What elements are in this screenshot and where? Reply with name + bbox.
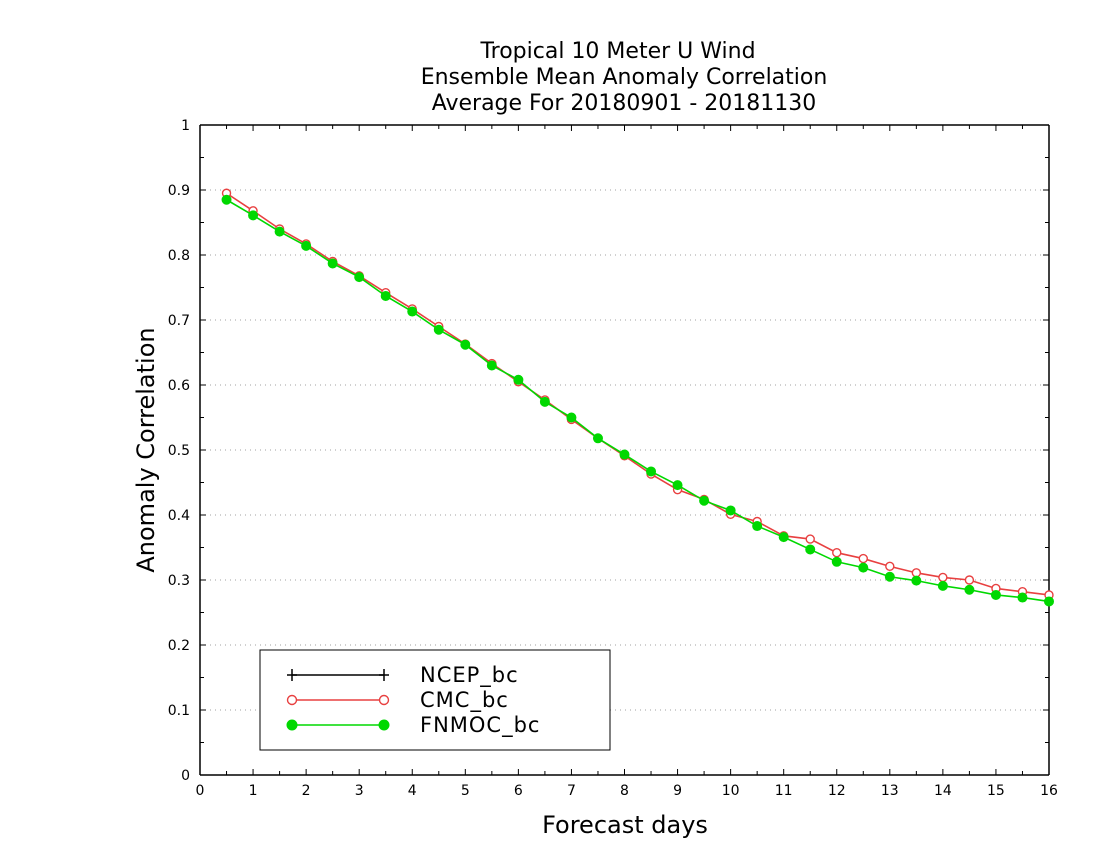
y-tick-label: 1 bbox=[181, 118, 190, 134]
legend-marker-NCEP_bc bbox=[287, 669, 297, 681]
x-axis-label: Forecast days bbox=[542, 811, 708, 839]
data-point-FNMOC_bc bbox=[805, 544, 816, 555]
x-tick-label: 2 bbox=[302, 783, 311, 799]
data-point-CMC_bc bbox=[964, 575, 975, 585]
legend-marker-FNMOC_bc bbox=[378, 719, 390, 731]
data-point-FNMOC_bc bbox=[646, 466, 657, 477]
y-tick-label: 0.5 bbox=[168, 443, 190, 459]
x-tick-label: 9 bbox=[673, 783, 682, 799]
data-point-CMC_bc bbox=[832, 548, 842, 558]
x-tick-label: 7 bbox=[567, 783, 576, 799]
data-point-FNMOC_bc bbox=[327, 258, 338, 269]
data-point-FNMOC_bc bbox=[964, 584, 975, 595]
x-tick-label: 0 bbox=[196, 783, 205, 799]
legend-marker-NCEP_bc bbox=[379, 669, 389, 681]
x-tick-label: 16 bbox=[1040, 783, 1058, 799]
y-tick-label: 0.6 bbox=[168, 378, 190, 394]
data-point-FNMOC_bc bbox=[592, 433, 603, 444]
data-point-FNMOC_bc bbox=[513, 374, 524, 385]
data-point-FNMOC_bc bbox=[407, 306, 418, 317]
data-point-FNMOC_bc bbox=[248, 210, 259, 221]
legend-entry-FNMOC_bc: FNMOC_bc bbox=[286, 713, 540, 738]
data-point-FNMOC_bc bbox=[990, 589, 1001, 600]
data-point-FNMOC_bc bbox=[380, 290, 391, 301]
chart-title: Tropical 10 Meter U Wind Ensemble Mean A… bbox=[421, 39, 828, 116]
data-point-CMC_bc bbox=[858, 553, 868, 564]
y-tick-label: 0.9 bbox=[168, 183, 190, 199]
data-point-FNMOC_bc bbox=[221, 194, 232, 205]
legend-entry-CMC_bc: CMC_bc bbox=[286, 688, 509, 713]
x-tick-label: 11 bbox=[775, 783, 793, 799]
y-tick-label: 0.2 bbox=[168, 638, 190, 654]
legend-marker-CMC_bc bbox=[378, 694, 390, 706]
y-tick-label: 0.4 bbox=[168, 508, 190, 524]
chart-title-line-1: Tropical 10 Meter U Wind bbox=[479, 39, 755, 64]
data-point-FNMOC_bc bbox=[619, 449, 630, 460]
series bbox=[221, 188, 1054, 607]
y-tick-label: 0.1 bbox=[168, 703, 190, 719]
data-point-FNMOC_bc bbox=[1017, 592, 1028, 603]
chart-title-line-2: Ensemble Mean Anomaly Correlation bbox=[421, 65, 828, 90]
x-tick-label: 13 bbox=[881, 783, 899, 799]
data-point-FNMOC_bc bbox=[301, 240, 312, 251]
y-tick-label: 0.8 bbox=[168, 248, 190, 264]
data-point-FNMOC_bc bbox=[274, 226, 285, 237]
x-tick-label: 6 bbox=[514, 783, 523, 799]
data-point-FNMOC_bc bbox=[486, 360, 497, 371]
data-point-FNMOC_bc bbox=[354, 272, 365, 283]
x-tick-label: 14 bbox=[934, 783, 952, 799]
x-tick-label: 8 bbox=[620, 783, 629, 799]
x-tick-label: 4 bbox=[408, 783, 417, 799]
data-point-FNMOC_bc bbox=[460, 339, 471, 350]
legend-label-FNMOC_bc: FNMOC_bc bbox=[420, 713, 540, 738]
y-axis-label: Anomaly Correlation bbox=[132, 327, 160, 572]
y-tick-label: 0 bbox=[181, 768, 190, 784]
data-point-FNMOC_bc bbox=[778, 532, 789, 543]
series-line-FNMOC_bc bbox=[226, 199, 1050, 603]
x-tick-label: 12 bbox=[828, 783, 846, 799]
series-FNMOC_bc bbox=[221, 194, 1054, 607]
data-point-FNMOC_bc bbox=[433, 324, 444, 335]
data-point-CMC_bc bbox=[885, 561, 895, 572]
data-point-CMC_bc bbox=[911, 568, 922, 578]
legend-marker-FNMOC_bc bbox=[286, 719, 298, 731]
data-point-FNMOC_bc bbox=[566, 412, 577, 423]
legend-entry-NCEP_bc: NCEP_bc bbox=[287, 663, 519, 688]
data-point-FNMOC_bc bbox=[752, 521, 763, 532]
x-tick-label: 1 bbox=[249, 783, 258, 799]
data-point-FNMOC_bc bbox=[725, 505, 736, 516]
data-point-FNMOC_bc bbox=[858, 562, 869, 573]
legend-label-NCEP_bc: NCEP_bc bbox=[420, 663, 519, 688]
legend-label-CMC_bc: CMC_bc bbox=[420, 688, 509, 713]
x-tick-label: 5 bbox=[461, 783, 470, 799]
series-line-CMC_bc bbox=[226, 192, 1050, 596]
x-tick-label: 10 bbox=[722, 783, 740, 799]
data-point-FNMOC_bc bbox=[831, 556, 842, 567]
data-point-CMC_bc bbox=[938, 572, 948, 583]
y-tick-label: 0.3 bbox=[168, 573, 190, 589]
data-point-FNMOC_bc bbox=[672, 480, 683, 491]
series-CMC_bc bbox=[221, 188, 1054, 600]
legend-marker-CMC_bc bbox=[286, 694, 298, 706]
data-point-FNMOC_bc bbox=[1044, 596, 1054, 607]
data-point-FNMOC_bc bbox=[699, 495, 710, 506]
axes: 0 1 2 3 4 5 6 7 8 9 10 11 12 13 14 15 1600.10.20.30.40.5… bbox=[168, 118, 1058, 799]
x-tick-label: 15 bbox=[987, 783, 1005, 799]
data-point-FNMOC_bc bbox=[539, 396, 550, 407]
y-tick-label: 0.7 bbox=[168, 313, 190, 329]
x-tick-label: 3 bbox=[355, 783, 364, 799]
data-point-FNMOC_bc bbox=[884, 571, 895, 582]
data-point-FNMOC_bc bbox=[911, 575, 922, 586]
chart-title-line-3: Average For 20180901 - 20181130 bbox=[432, 91, 817, 116]
data-point-FNMOC_bc bbox=[937, 580, 948, 591]
data-point-CMC_bc bbox=[805, 534, 815, 544]
